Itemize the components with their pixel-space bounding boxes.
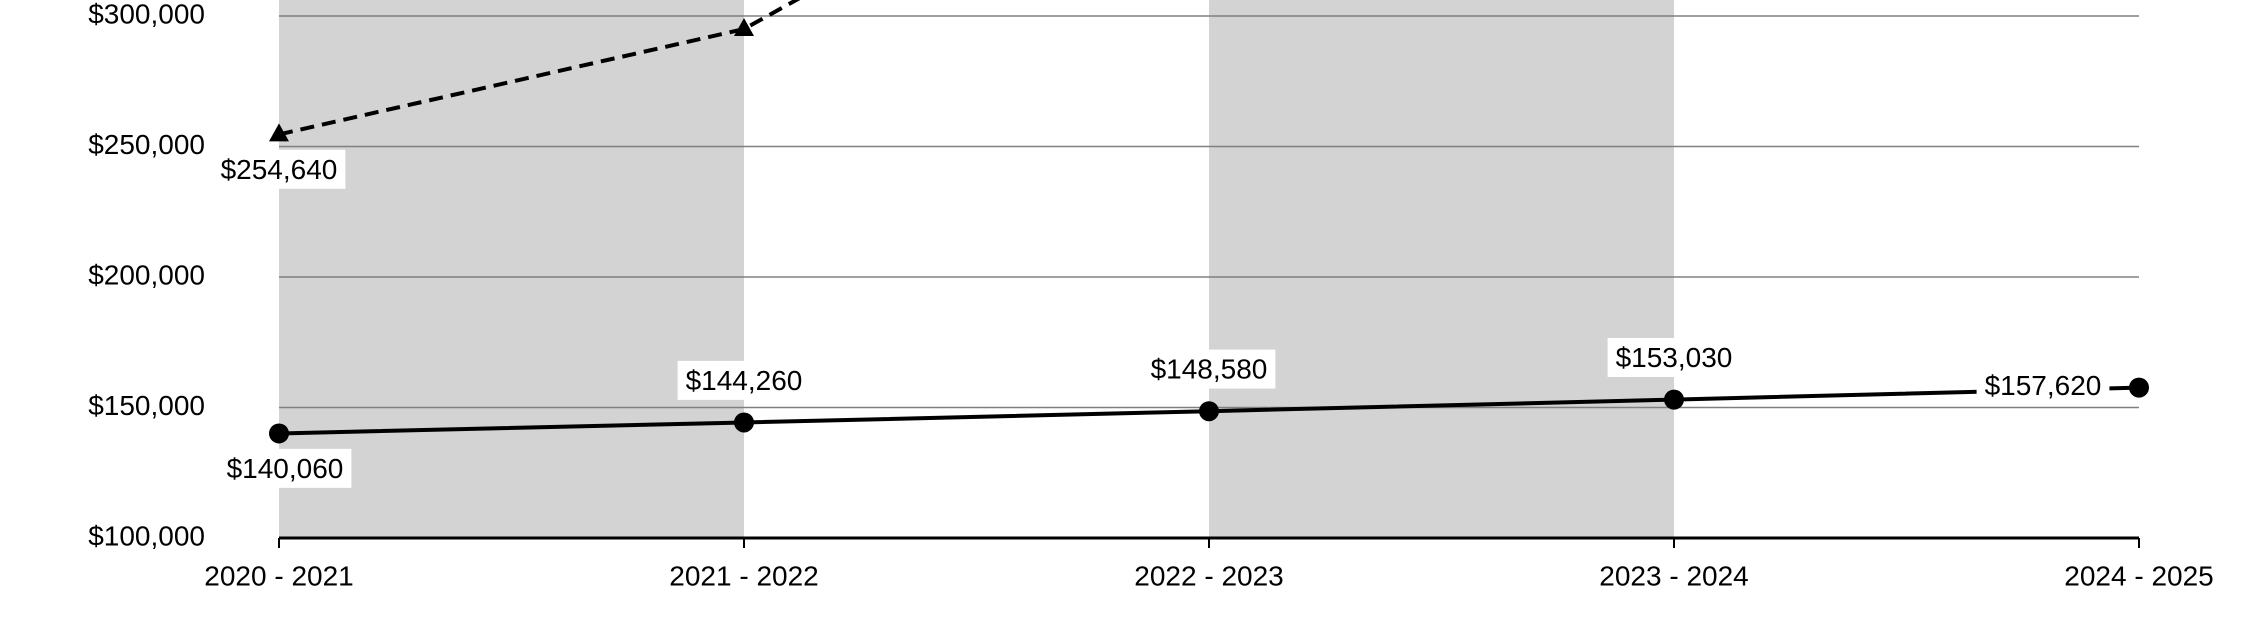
label-box xyxy=(218,448,352,488)
y-tick-label: $250,000 xyxy=(88,129,205,160)
series-line xyxy=(278,0,801,137)
marker xyxy=(1199,401,1219,422)
x-tick-label: 2020 - 2021 xyxy=(204,560,353,591)
data-label: $140,060 xyxy=(227,453,344,484)
marker xyxy=(2129,377,2149,398)
y-tick-label: $200,000 xyxy=(88,259,205,290)
marker xyxy=(1664,389,1684,410)
marker xyxy=(269,423,289,444)
x-tick-label: 2024 - 2025 xyxy=(2064,560,2213,591)
marker xyxy=(734,412,754,433)
data-label: $144,260 xyxy=(686,365,803,396)
data-label: $157,620 xyxy=(1985,370,2102,401)
label-box xyxy=(1607,337,1741,377)
x-tick-label: 2023 - 2024 xyxy=(1599,560,1748,591)
band xyxy=(1209,0,1674,538)
label-box xyxy=(677,360,811,400)
data-label: $254,640 xyxy=(221,154,338,185)
label-box xyxy=(212,149,346,189)
x-tick-label: 2022 - 2023 xyxy=(1134,560,1283,591)
label-box xyxy=(1142,349,1276,389)
y-tick-label: $150,000 xyxy=(88,390,205,421)
band xyxy=(279,0,744,538)
data-label: $148,580 xyxy=(1151,354,1268,385)
marker xyxy=(734,18,754,37)
x-tick-label: 2021 - 2022 xyxy=(669,560,818,591)
y-tick-label: $100,000 xyxy=(88,520,205,551)
y-tick-label: $300,000 xyxy=(88,0,205,29)
data-label: $153,030 xyxy=(1616,342,1733,373)
marker xyxy=(269,123,289,142)
label-box xyxy=(1976,366,2110,406)
